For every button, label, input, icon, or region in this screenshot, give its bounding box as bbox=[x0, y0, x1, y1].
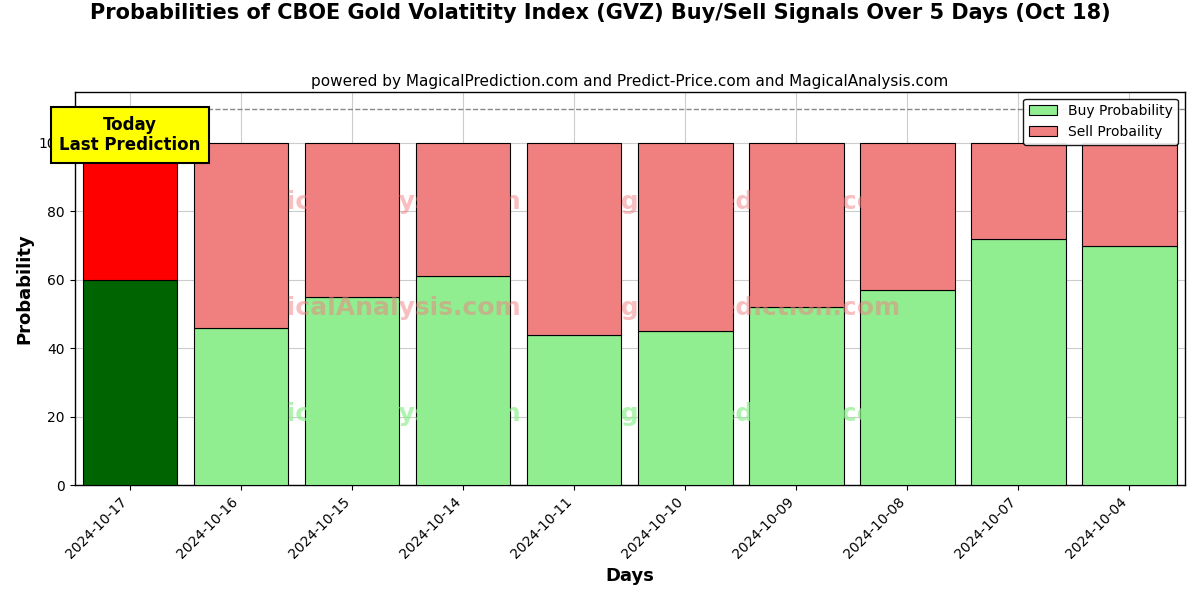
Text: MagicalAnalysis.com: MagicalAnalysis.com bbox=[228, 190, 521, 214]
Y-axis label: Probability: Probability bbox=[16, 233, 34, 344]
Bar bbox=[1082, 143, 1177, 245]
Bar bbox=[527, 143, 622, 335]
Bar bbox=[971, 239, 1066, 485]
Bar bbox=[305, 297, 400, 485]
X-axis label: Days: Days bbox=[605, 567, 654, 585]
Text: MagicalPrediction.com: MagicalPrediction.com bbox=[581, 403, 901, 427]
Bar bbox=[1082, 245, 1177, 485]
Bar bbox=[749, 143, 844, 307]
Bar bbox=[194, 328, 288, 485]
Text: MagicalAnalysis.com: MagicalAnalysis.com bbox=[228, 296, 521, 320]
Text: MagicalPrediction.com: MagicalPrediction.com bbox=[581, 190, 901, 214]
Bar bbox=[305, 143, 400, 297]
Bar bbox=[860, 143, 955, 290]
Bar bbox=[527, 335, 622, 485]
Bar bbox=[638, 143, 732, 331]
Bar bbox=[860, 290, 955, 485]
Bar bbox=[83, 280, 178, 485]
Bar bbox=[971, 143, 1066, 239]
Bar bbox=[83, 143, 178, 280]
Bar bbox=[194, 143, 288, 328]
Legend: Buy Probability, Sell Probaility: Buy Probability, Sell Probaility bbox=[1024, 98, 1178, 145]
Text: MagicalPrediction.com: MagicalPrediction.com bbox=[581, 296, 901, 320]
Bar bbox=[416, 143, 510, 277]
Text: Today
Last Prediction: Today Last Prediction bbox=[60, 116, 200, 154]
Bar bbox=[638, 331, 732, 485]
Bar bbox=[416, 277, 510, 485]
Text: MagicalAnalysis.com: MagicalAnalysis.com bbox=[228, 403, 521, 427]
Title: powered by MagicalPrediction.com and Predict-Price.com and MagicalAnalysis.com: powered by MagicalPrediction.com and Pre… bbox=[311, 74, 948, 89]
Text: Probabilities of CBOE Gold Volatitity Index (GVZ) Buy/Sell Signals Over 5 Days (: Probabilities of CBOE Gold Volatitity In… bbox=[90, 3, 1110, 23]
Bar bbox=[749, 307, 844, 485]
